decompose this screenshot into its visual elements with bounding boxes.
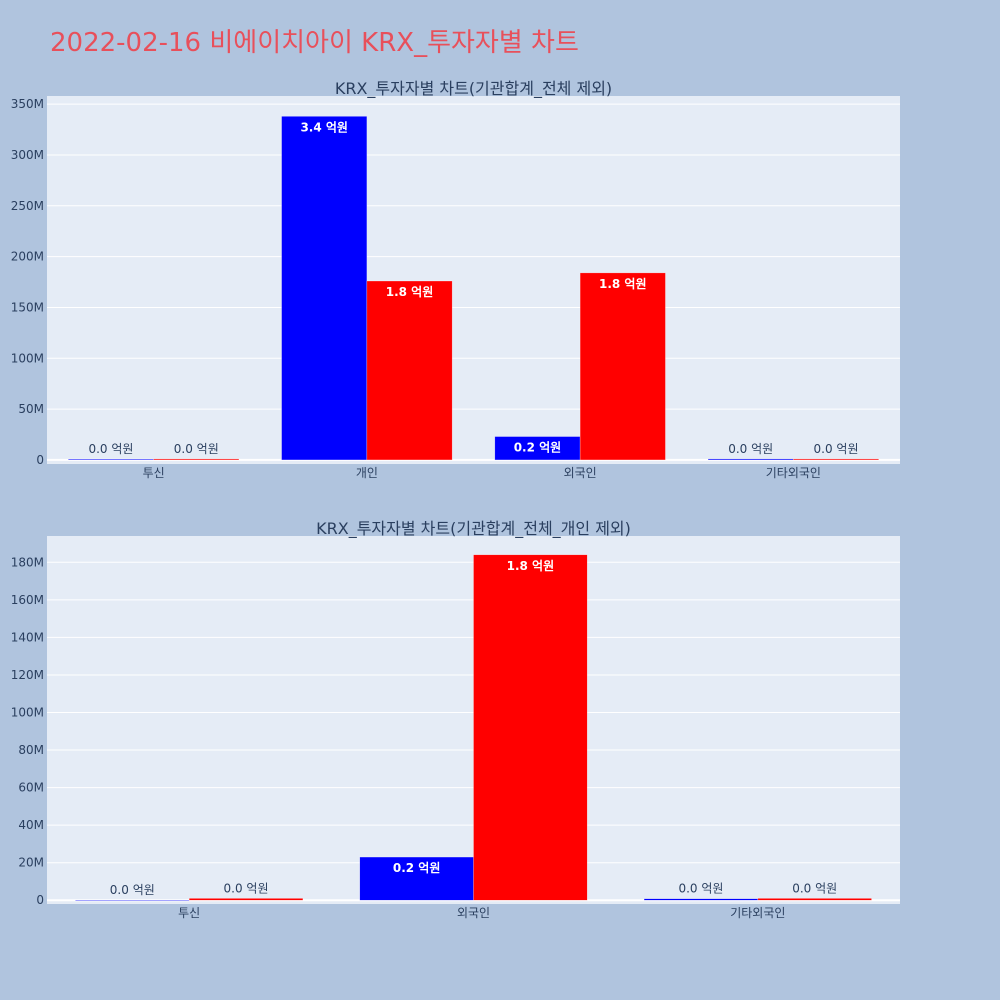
x-tick-label: 외국인 <box>457 906 490 920</box>
y-tick-label: 180M <box>11 555 44 569</box>
bar <box>366 280 453 461</box>
chart-title: KRX_투자자별 차트(기관합계_전체 제외) <box>335 79 612 99</box>
chart-title: KRX_투자자별 차트(기관합계_전체_개인 제외) <box>316 519 631 539</box>
y-tick-label: 100M <box>11 705 44 719</box>
bar <box>153 458 240 461</box>
data-label: 0.0 억원 <box>224 881 269 895</box>
plot-area <box>47 96 900 464</box>
bar <box>707 458 794 461</box>
y-tick-label: 80M <box>18 743 44 757</box>
data-label: 0.0 억원 <box>678 882 723 896</box>
page-title: 2022-02-16 비에이치아이 KRX_투자자별 차트 <box>50 28 579 58</box>
data-label: 0.2 억원 <box>393 861 441 875</box>
data-label: 0.0 억원 <box>814 442 859 456</box>
bar <box>793 458 879 461</box>
x-tick-label: 투신 <box>178 906 200 920</box>
y-tick-label: 120M <box>11 668 44 682</box>
y-tick-label: 300M <box>11 148 44 162</box>
y-tick-label: 350M <box>11 97 44 111</box>
y-tick-label: 50M <box>18 402 44 416</box>
data-label: 0.0 억원 <box>110 883 155 897</box>
bar <box>75 899 190 901</box>
x-tick-label: 기타외국인 <box>766 466 821 480</box>
data-label: 1.8 억원 <box>599 277 647 291</box>
bar <box>643 898 759 901</box>
y-tick-label: 160M <box>11 593 44 607</box>
data-label: 0.2 억원 <box>514 441 562 455</box>
data-label: 1.8 억원 <box>507 559 555 573</box>
bar <box>359 856 474 901</box>
y-tick-label: 60M <box>18 781 44 795</box>
y-tick-label: 200M <box>11 250 44 264</box>
y-tick-label: 20M <box>18 856 44 870</box>
y-tick-label: 150M <box>11 300 44 314</box>
x-tick-label: 기타외국인 <box>730 906 785 920</box>
bar <box>68 458 154 461</box>
y-tick-label: 0 <box>36 893 44 907</box>
bar <box>188 898 304 901</box>
y-tick-label: 40M <box>18 818 44 832</box>
bar <box>473 554 588 901</box>
y-tick-label: 140M <box>11 630 44 644</box>
y-tick-label: 0 <box>36 453 44 467</box>
bar <box>757 898 872 901</box>
x-tick-label: 투신 <box>143 466 165 480</box>
y-tick-label: 250M <box>11 199 44 213</box>
data-label: 0.0 억원 <box>174 442 219 456</box>
bar <box>281 116 368 461</box>
data-label: 3.4 억원 <box>300 120 348 134</box>
data-label: 1.8 억원 <box>386 285 434 299</box>
bar <box>579 272 666 461</box>
x-tick-label: 개인 <box>356 466 378 480</box>
data-label: 0.0 억원 <box>88 442 133 456</box>
data-label: 0.0 억원 <box>728 442 773 456</box>
x-tick-label: 외국인 <box>564 466 597 480</box>
data-label: 0.0 억원 <box>792 881 837 895</box>
y-tick-label: 100M <box>11 351 44 365</box>
